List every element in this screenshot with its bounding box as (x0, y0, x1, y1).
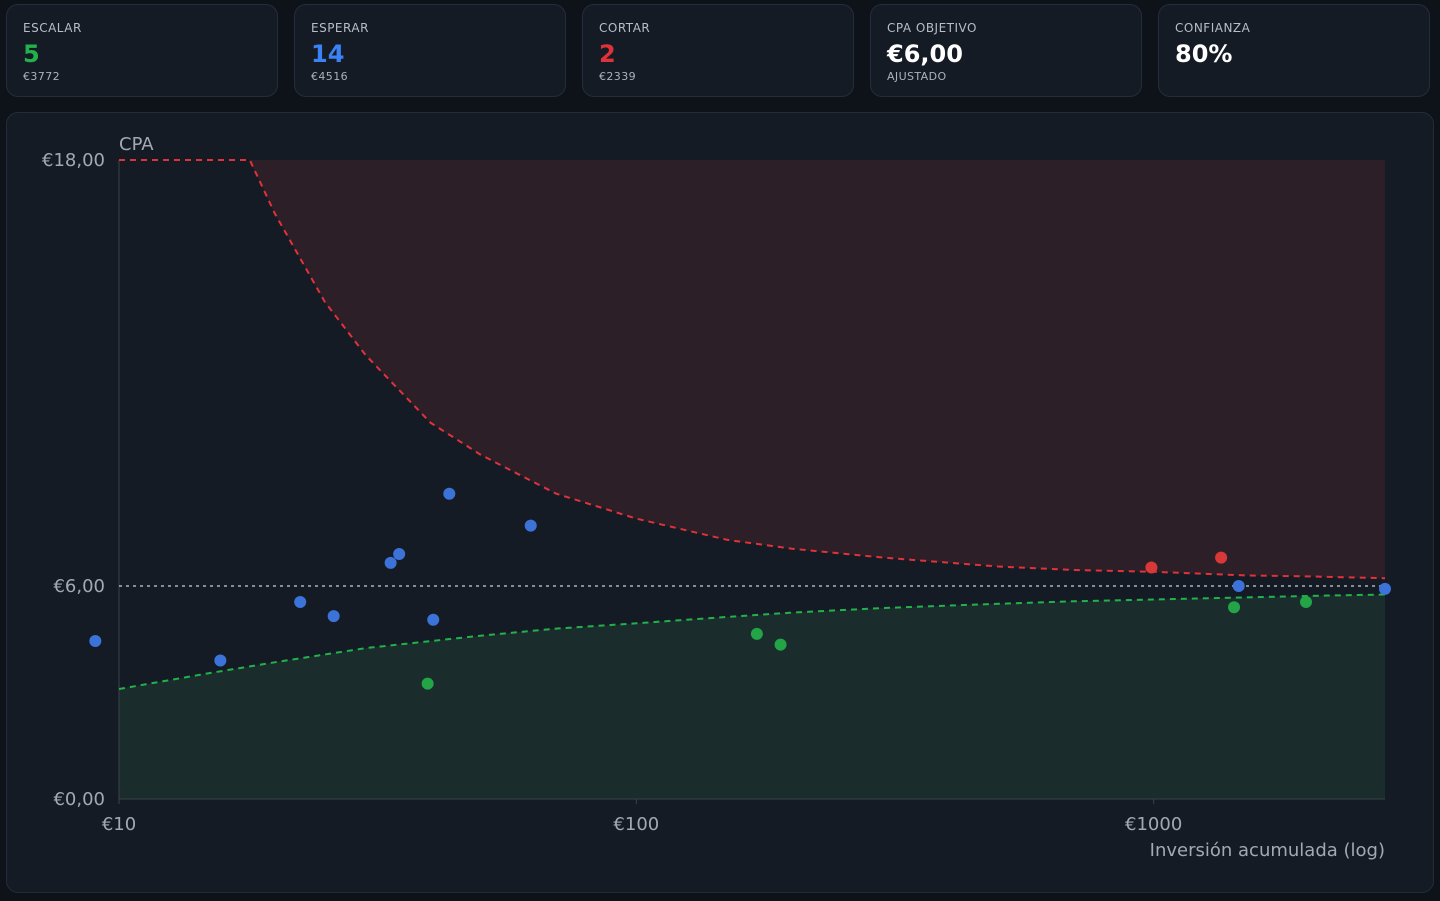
card-sub: AJUSTADO (887, 70, 947, 83)
point-esperar (214, 654, 227, 667)
data-points (89, 487, 1391, 690)
point-esperar (524, 519, 537, 532)
y-tick-label: €0,00 (53, 789, 105, 810)
card-label: CORTAR (599, 21, 651, 35)
point-esperar (443, 487, 456, 500)
card-label: ESCALAR (23, 21, 82, 35)
cut-zone (119, 160, 1385, 579)
decision-zones (119, 160, 1385, 799)
point-escalar (750, 627, 763, 640)
x-axis-label: Inversión acumulada (log) (1150, 840, 1385, 861)
card-label: CPA OBJETIVO (887, 21, 977, 35)
card-sub: €4516 (311, 70, 348, 83)
card-cortar: CORTAR 2 €2339 (582, 4, 854, 97)
boundary-lines (118, 159, 1386, 690)
point-escalar (774, 638, 787, 651)
point-escalar (421, 677, 434, 690)
cpa-scatter-chart: CPA Inversión acumulada (log) €0,00 €6,00… (42, 134, 1391, 861)
x-tick-label: €1000 (1125, 814, 1182, 835)
y-tick-label: €6,00 (53, 576, 105, 597)
point-cortar (1215, 551, 1228, 564)
card-value: 14 (311, 40, 345, 68)
point-cortar (1145, 561, 1158, 574)
point-esperar (393, 548, 406, 561)
card-sub: €2339 (599, 70, 636, 83)
card-value: 5 (23, 40, 40, 68)
card-label: ESPERAR (311, 21, 369, 35)
card-value: 80% (1175, 40, 1233, 68)
cut-boundary-line (119, 159, 1386, 580)
point-esperar (89, 635, 102, 648)
scale-zone (119, 594, 1385, 799)
point-esperar (1379, 582, 1391, 595)
x-tick-label: €100 (613, 814, 659, 835)
y-axis-label: CPA (119, 134, 154, 155)
point-escalar (1300, 595, 1313, 608)
card-sub: €3772 (23, 70, 60, 83)
point-esperar (384, 556, 397, 569)
point-esperar (1232, 580, 1245, 592)
card-escalar: ESCALAR 5 €3772 (6, 4, 278, 97)
chart-panel: CPA Inversión acumulada (log) €0,00 €6,00… (6, 112, 1434, 893)
card-value: 2 (599, 40, 616, 68)
card-confianza: CONFIANZA 80% (1158, 4, 1430, 97)
x-tick-label: €10 (102, 814, 136, 835)
point-esperar (427, 613, 440, 626)
point-escalar (1228, 601, 1241, 614)
chart-axes: CPA Inversión acumulada (log) €0,00 €6,00… (42, 134, 1385, 861)
summary-cards: ESCALAR 5 €3772 ESPERAR 14 €4516 CORTAR … (6, 4, 1434, 99)
card-value: €6,00 (887, 40, 963, 68)
card-esperar: ESPERAR 14 €4516 (294, 4, 566, 97)
y-tick-label: €18,00 (42, 150, 105, 171)
point-esperar (294, 595, 307, 608)
card-cpa-objetivo: CPA OBJETIVO €6,00 AJUSTADO (870, 4, 1142, 97)
point-esperar (327, 610, 340, 623)
card-label: CONFIANZA (1175, 21, 1251, 35)
